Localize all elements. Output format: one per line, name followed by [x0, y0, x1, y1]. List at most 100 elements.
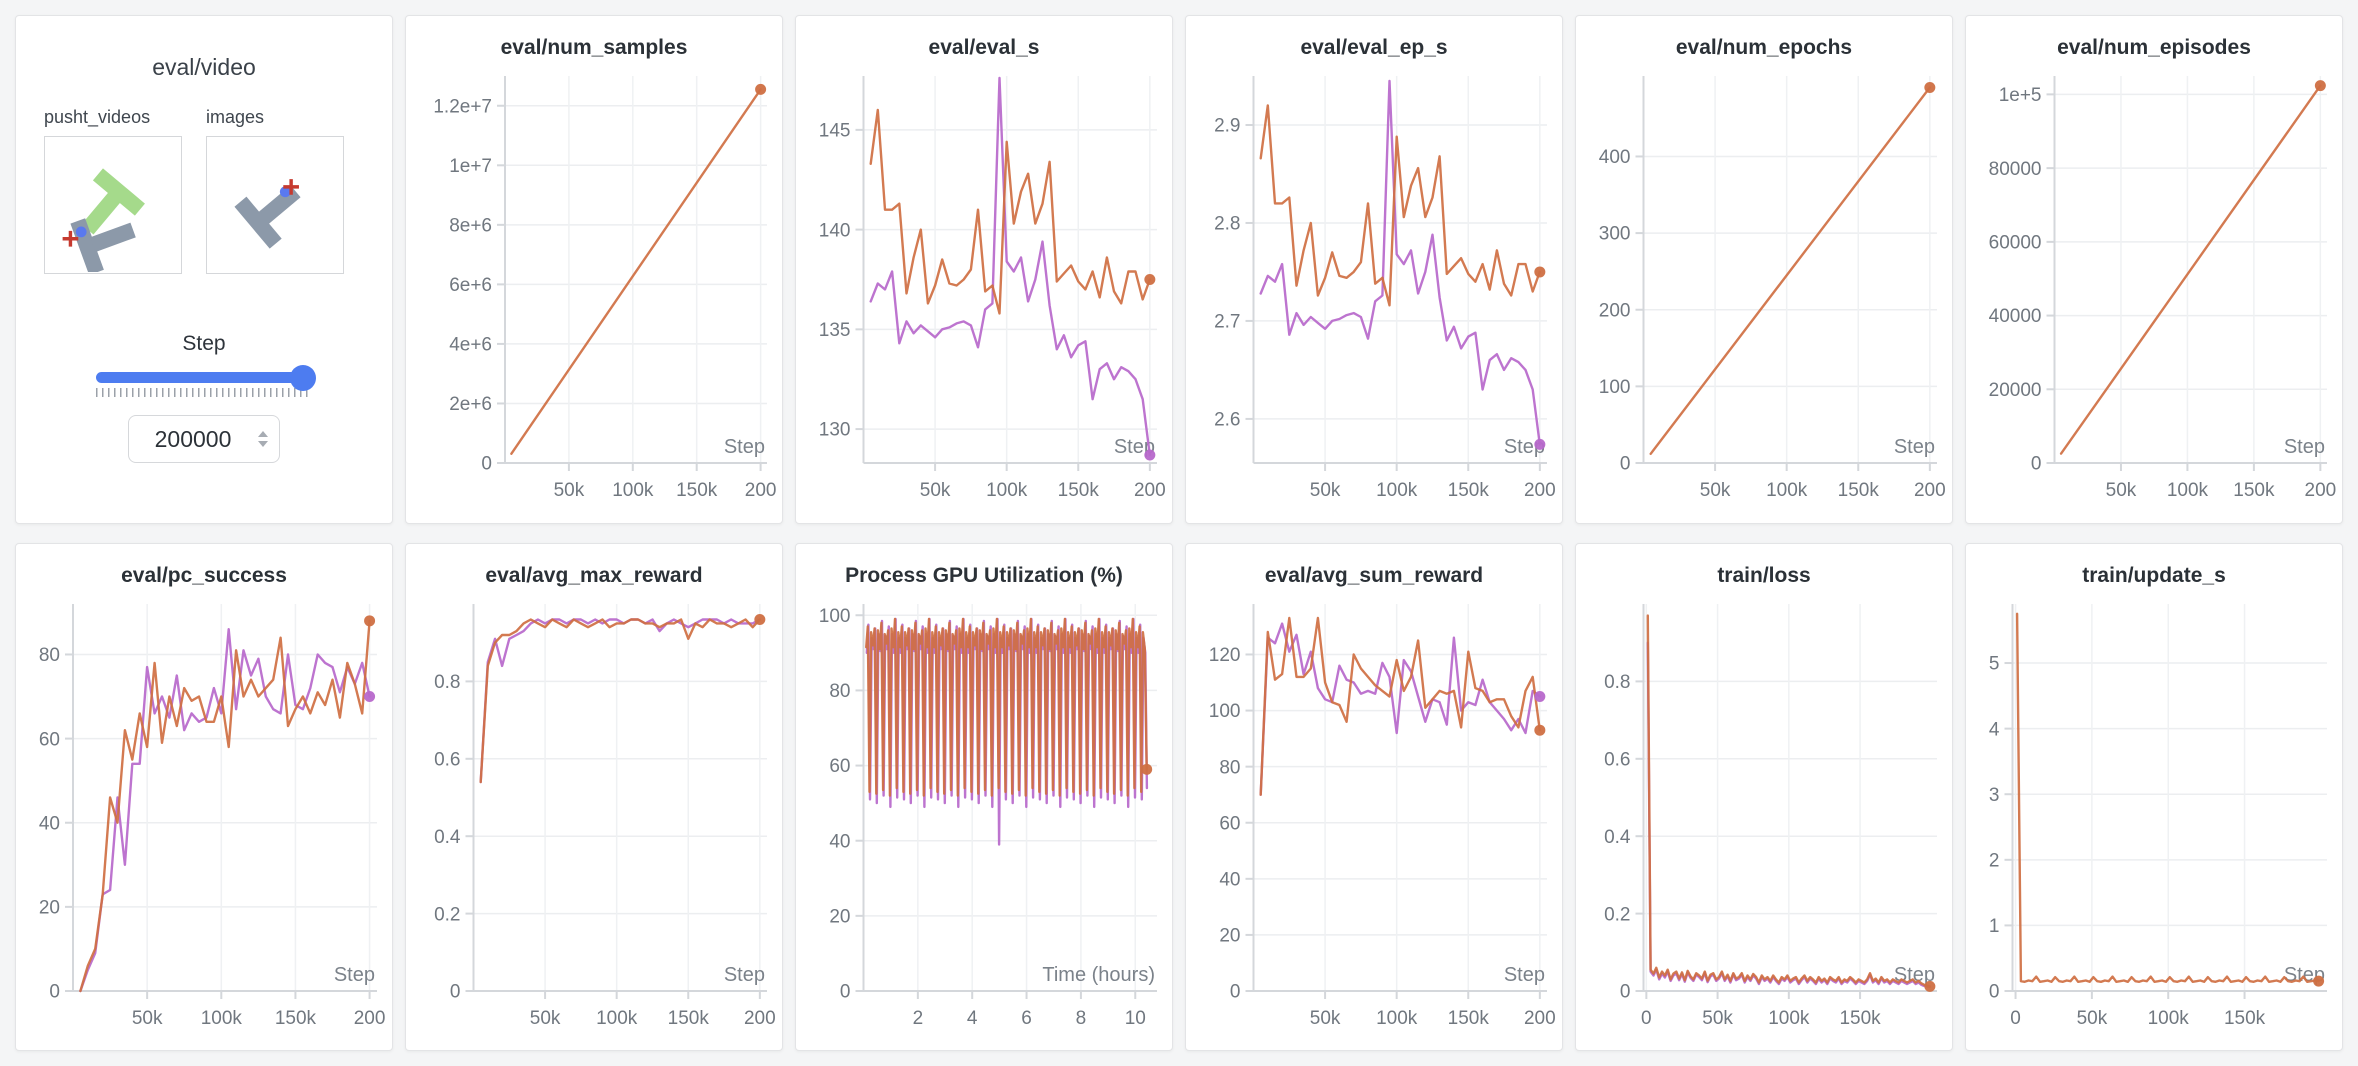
panel-eval-avg-max-reward: eval/avg_max_reward 0 0.2 0.4 0.6 0.8 50k 100k… — [405, 542, 783, 1051]
svg-text:0.8: 0.8 — [1604, 672, 1630, 693]
svg-text:200: 200 — [354, 1008, 386, 1029]
svg-text:2e+6: 2e+6 — [449, 394, 492, 415]
panel-train-loss: train/loss 0 0.2 0.4 0.6 0.8 0 50k 100k 150k Step — [1575, 542, 1953, 1051]
svg-text:200: 200 — [745, 480, 777, 501]
step-slider[interactable] — [96, 364, 316, 397]
video-thumb-pusht-videos[interactable] — [44, 136, 182, 276]
svg-text:0: 0 — [1230, 981, 1241, 1002]
video-label-pusht-videos: pusht_videos — [44, 107, 151, 127]
svg-text:50k: 50k — [1310, 1008, 1341, 1029]
svg-text:2.8: 2.8 — [1214, 214, 1240, 235]
svg-text:100k: 100k — [201, 1008, 243, 1029]
svg-text:130: 130 — [819, 420, 851, 441]
svg-text:Step: Step — [724, 964, 765, 986]
svg-text:0: 0 — [1620, 981, 1631, 1002]
svg-text:2.6: 2.6 — [1214, 410, 1240, 431]
panel-train-update-s: train/update_s 0 1 2 3 4 5 0 50k 100k 150k Step — [1965, 542, 2343, 1051]
svg-text:150k: 150k — [2224, 1008, 2266, 1029]
svg-text:50k: 50k — [2106, 480, 2137, 501]
svg-text:120: 120 — [1209, 645, 1241, 666]
svg-text:2.7: 2.7 — [1214, 312, 1240, 333]
svg-text:100k: 100k — [2167, 480, 2209, 501]
video-label-images: images — [206, 107, 265, 127]
svg-text:0: 0 — [2010, 1008, 2021, 1029]
slider-thumb[interactable] — [290, 364, 316, 391]
svg-text:50k: 50k — [132, 1008, 163, 1029]
svg-text:Time (hours): Time (hours) — [1042, 964, 1155, 986]
svg-text:0.6: 0.6 — [1604, 749, 1630, 770]
svg-text:80000: 80000 — [1989, 159, 2042, 180]
svg-text:100k: 100k — [1768, 1008, 1810, 1029]
svg-text:80: 80 — [39, 645, 60, 666]
slider-track[interactable] — [96, 364, 316, 391]
chart-title: eval/eval_ep_s — [1300, 36, 1448, 59]
svg-text:150k: 150k — [668, 1008, 710, 1029]
svg-text:20: 20 — [829, 906, 850, 927]
chart-eval-num-episodes[interactable]: 0 20000 40000 60000 80000 1e+5 50k 100k 150k 200 S… — [1966, 68, 2342, 515]
svg-text:4e+6: 4e+6 — [449, 335, 492, 356]
svg-text:50k: 50k — [920, 480, 951, 501]
panel-eval-num-epochs: eval/num_epochs 0 100 200 300 400 50k 100k 150k… — [1575, 15, 1953, 524]
svg-text:20: 20 — [1219, 925, 1240, 946]
svg-text:0: 0 — [450, 981, 461, 1002]
svg-text:0.2: 0.2 — [434, 904, 460, 925]
chart-eval-avg-sum-reward[interactable]: 0 20 40 60 80 100 120 50k 100k 150k 200 Step — [1186, 596, 1562, 1043]
svg-text:0.6: 0.6 — [434, 749, 460, 770]
svg-text:40: 40 — [829, 831, 850, 852]
video-thumb-images[interactable] — [206, 136, 344, 274]
svg-text:2.9: 2.9 — [1214, 116, 1240, 137]
svg-text:100k: 100k — [1766, 480, 1808, 501]
panel-eval-pc-success: eval/pc_success 0 20 40 60 80 50k 100k 150k 200 S… — [15, 542, 393, 1051]
svg-text:1.2e+7: 1.2e+7 — [433, 96, 492, 117]
slider-ruler — [96, 388, 312, 397]
svg-text:8: 8 — [1076, 1008, 1087, 1029]
spinner — [258, 431, 268, 447]
svg-text:1: 1 — [1989, 916, 2000, 937]
svg-text:100k: 100k — [2148, 1008, 2190, 1029]
svg-text:1e+7: 1e+7 — [449, 156, 492, 177]
chart-eval-avg-max-reward[interactable]: 0 0.2 0.4 0.6 0.8 50k 100k 150k 200 Step — [406, 596, 782, 1043]
step-input[interactable] — [128, 415, 280, 463]
chart-eval-num-samples[interactable]: 0 2e+6 4e+6 6e+6 8e+6 1e+7 1.2e+7 50k 100k 150k 20… — [406, 68, 782, 515]
chart-eval-eval-s[interactable]: 130 135 140 145 50k 100k 150k 200 Step — [796, 68, 1172, 515]
chart-eval-pc-success[interactable]: 0 20 40 60 80 50k 100k 150k 200 Step — [16, 596, 392, 1043]
svg-text:200: 200 — [1914, 480, 1946, 501]
svg-text:60: 60 — [1219, 813, 1240, 834]
svg-text:2: 2 — [913, 1008, 924, 1029]
svg-text:0.4: 0.4 — [1604, 826, 1631, 847]
svg-text:200: 200 — [744, 1008, 776, 1029]
svg-text:60: 60 — [39, 729, 60, 750]
svg-text:100: 100 — [1209, 701, 1241, 722]
svg-text:0.4: 0.4 — [434, 826, 461, 847]
svg-text:5: 5 — [1989, 653, 2000, 674]
svg-text:1e+5: 1e+5 — [1999, 85, 2042, 106]
svg-text:20000: 20000 — [1989, 380, 2042, 401]
chart-title: eval/avg_sum_reward — [1264, 563, 1484, 587]
target-cross-icon — [283, 179, 299, 195]
chart-eval-num-epochs[interactable]: 0 100 200 300 400 50k 100k 150k 200 Step — [1576, 68, 1952, 515]
svg-text:6: 6 — [1021, 1008, 1032, 1029]
svg-text:200: 200 — [1524, 1008, 1556, 1029]
svg-text:50k: 50k — [1700, 480, 1731, 501]
svg-text:100k: 100k — [612, 480, 654, 501]
spinner-up-icon[interactable] — [258, 431, 268, 437]
chart-eval-eval-ep-s[interactable]: 2.6 2.7 2.8 2.9 50k 100k 150k 200 Step — [1186, 68, 1562, 515]
spinner-down-icon[interactable] — [258, 441, 268, 447]
svg-text:20: 20 — [39, 897, 60, 918]
svg-text:50k: 50k — [2077, 1008, 2108, 1029]
videos-row: pusht_videos — [16, 107, 392, 276]
svg-text:0.2: 0.2 — [1604, 904, 1630, 925]
panel-eval-num-episodes: eval/num_episodes 0 20000 40000 60000 80000 1… — [1965, 15, 2343, 524]
block-t-shape — [234, 185, 301, 249]
svg-text:80: 80 — [1219, 757, 1240, 778]
chart-gpu-utilization[interactable]: 0 20 40 60 80 100 2 4 6 8 10 Time (hours) — [796, 596, 1172, 1043]
video-block-pusht-videos: pusht_videos — [44, 107, 182, 276]
svg-text:3: 3 — [1989, 784, 2000, 805]
svg-text:4: 4 — [967, 1008, 978, 1029]
svg-text:150k: 150k — [1448, 1008, 1490, 1029]
svg-text:100k: 100k — [1376, 480, 1418, 501]
svg-text:200: 200 — [1599, 300, 1631, 321]
